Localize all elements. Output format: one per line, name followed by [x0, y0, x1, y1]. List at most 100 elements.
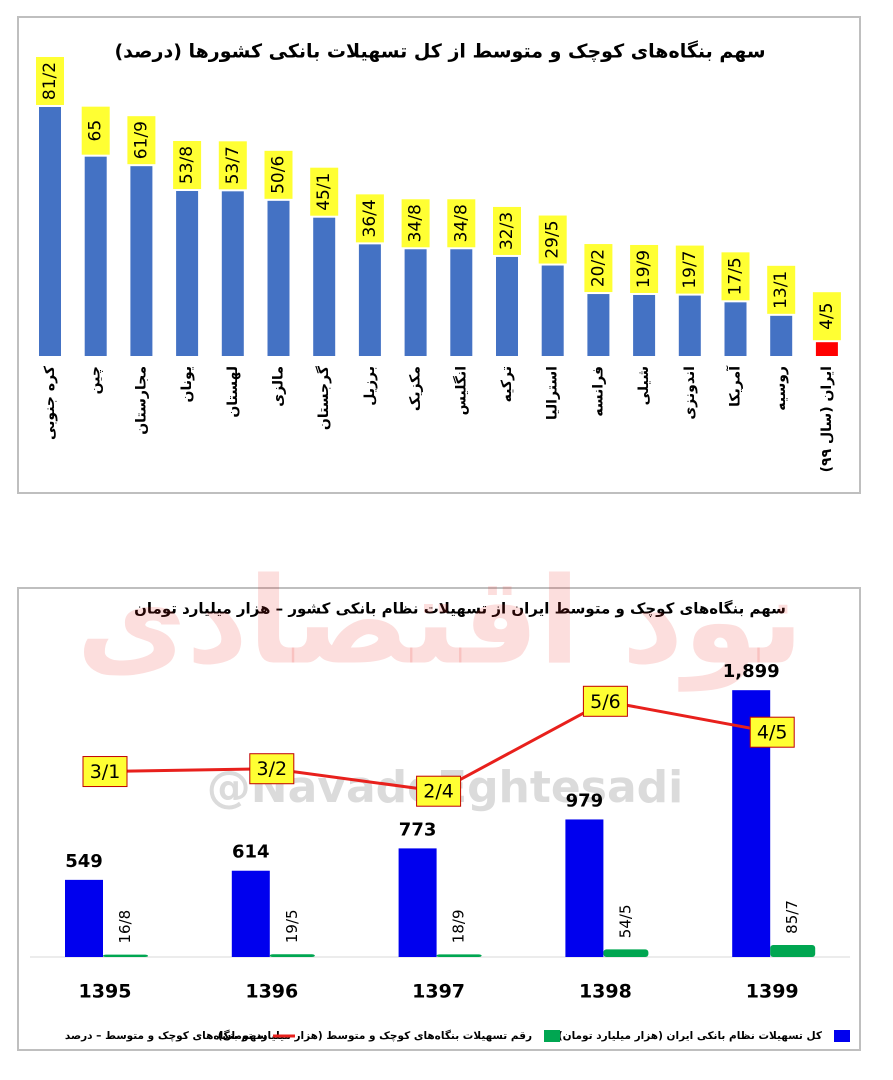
chart-title: سهم بنگاه‌های کوچک و متوسط از کل تسهیلات…	[114, 40, 765, 63]
x-tick-label: استرالیا	[545, 366, 561, 420]
value-label: 773	[399, 819, 437, 840]
x-tick-label: شیلی	[636, 366, 652, 405]
chart-title: سهم بنگاه‌های کوچک و متوسط ایران از تسهی…	[134, 600, 786, 619]
value-label: 36/4	[360, 199, 380, 237]
value-label: 32/3	[497, 212, 517, 250]
bar	[496, 256, 518, 356]
value-label: 1,899	[723, 661, 780, 682]
value-label: 53/8	[177, 146, 197, 184]
value-label: 50/6	[269, 156, 289, 194]
bar	[269, 954, 315, 957]
value-label-box	[401, 199, 430, 248]
bar	[633, 294, 656, 356]
value-label-box	[630, 244, 659, 293]
value-label: 53/7	[223, 146, 243, 184]
value-label-box	[675, 245, 704, 294]
value-label: 16/8	[116, 910, 134, 944]
bar	[231, 870, 270, 957]
value-label: 979	[566, 790, 604, 811]
x-tick-label: برزیل	[362, 366, 378, 406]
x-tick-label: 1398	[579, 981, 632, 1003]
value-label: 61/9	[131, 121, 151, 159]
value-label: 54/5	[616, 904, 634, 938]
x-tick-label: 1397	[412, 981, 465, 1003]
x-tick-label: یونان	[179, 366, 195, 403]
value-label-box	[355, 194, 384, 243]
bar	[221, 191, 244, 356]
value-label: 19/5	[283, 909, 301, 943]
bar	[267, 200, 290, 356]
value-label: 3/2	[257, 758, 288, 780]
value-label: 85/7	[783, 900, 801, 934]
x-tick-label: گرجستان	[315, 365, 332, 430]
x-tick-label: ترکیه	[499, 366, 515, 402]
value-label: 13/1	[771, 271, 791, 309]
value-label-box	[249, 753, 295, 785]
value-label: 4/5	[817, 303, 837, 330]
bar	[130, 166, 153, 356]
chart-frame	[17, 16, 861, 494]
value-label-box	[82, 756, 128, 788]
bar	[603, 949, 649, 957]
watermark: نود اقتصادی	[76, 553, 803, 692]
x-tick-label: کره جنوبی	[42, 365, 58, 440]
x-tick-label: مالزی	[271, 366, 287, 407]
value-label-box	[127, 116, 156, 165]
value-label: 5/6	[590, 691, 621, 713]
value-label: 18/9	[450, 910, 468, 944]
x-tick-label: 1399	[746, 981, 799, 1003]
value-label-box	[416, 775, 462, 807]
value-label: 34/8	[406, 204, 426, 242]
value-label: 614	[232, 842, 270, 863]
value-label: 65	[86, 120, 106, 142]
x-tick-label: مکزیک	[408, 366, 424, 411]
value-label-box	[264, 150, 293, 199]
x-tick-label: ایران (سال ۹۹)	[819, 366, 835, 472]
value-label: 4/5	[757, 722, 788, 744]
x-tick-label: انگلیس	[452, 366, 469, 415]
x-tick-label: آمریکا	[726, 365, 744, 407]
value-label-box	[538, 215, 567, 264]
value-label-box	[721, 252, 750, 301]
bar	[541, 265, 564, 356]
value-label-box	[493, 206, 521, 255]
value-label-box	[767, 265, 796, 314]
value-label-box	[81, 106, 110, 155]
bar	[398, 848, 437, 957]
bar	[65, 879, 103, 957]
x-tick-label: لهستان	[225, 366, 241, 418]
x-tick-label: 1396	[245, 981, 298, 1003]
value-label-box	[749, 716, 795, 748]
value-label: 19/7	[680, 250, 700, 288]
bar	[176, 191, 199, 356]
legend-swatch	[834, 1030, 850, 1042]
value-label: 29/5	[543, 220, 563, 258]
value-label-box	[173, 141, 202, 190]
value-label: 17/5	[726, 257, 746, 295]
value-label: 81/2	[40, 62, 60, 100]
bar	[815, 342, 838, 356]
legend-swatch	[544, 1030, 560, 1042]
value-label-box	[582, 685, 628, 717]
value-label: 3/1	[90, 761, 121, 783]
value-label: 20/2	[588, 249, 608, 287]
bar	[103, 954, 148, 957]
x-tick-label: اندونزی	[682, 366, 698, 420]
value-label-box	[812, 292, 841, 341]
bar	[565, 819, 604, 957]
value-label-box	[447, 199, 476, 248]
chart-frame	[17, 587, 861, 1051]
value-label: 34/8	[451, 204, 471, 242]
value-label: 19/9	[634, 250, 654, 288]
value-label: 45/1	[314, 173, 334, 211]
legend-label: رقم تسهیلات بنگاه‌های کوچک و متوسط (هزار…	[218, 1029, 532, 1042]
x-tick-label: مجارستان	[133, 366, 149, 435]
bar	[450, 249, 473, 356]
x-tick-label: فرانسه	[590, 366, 606, 417]
bar	[313, 217, 336, 356]
bar	[39, 106, 61, 356]
bar	[724, 302, 747, 356]
bar	[678, 295, 701, 356]
bar	[84, 156, 107, 356]
